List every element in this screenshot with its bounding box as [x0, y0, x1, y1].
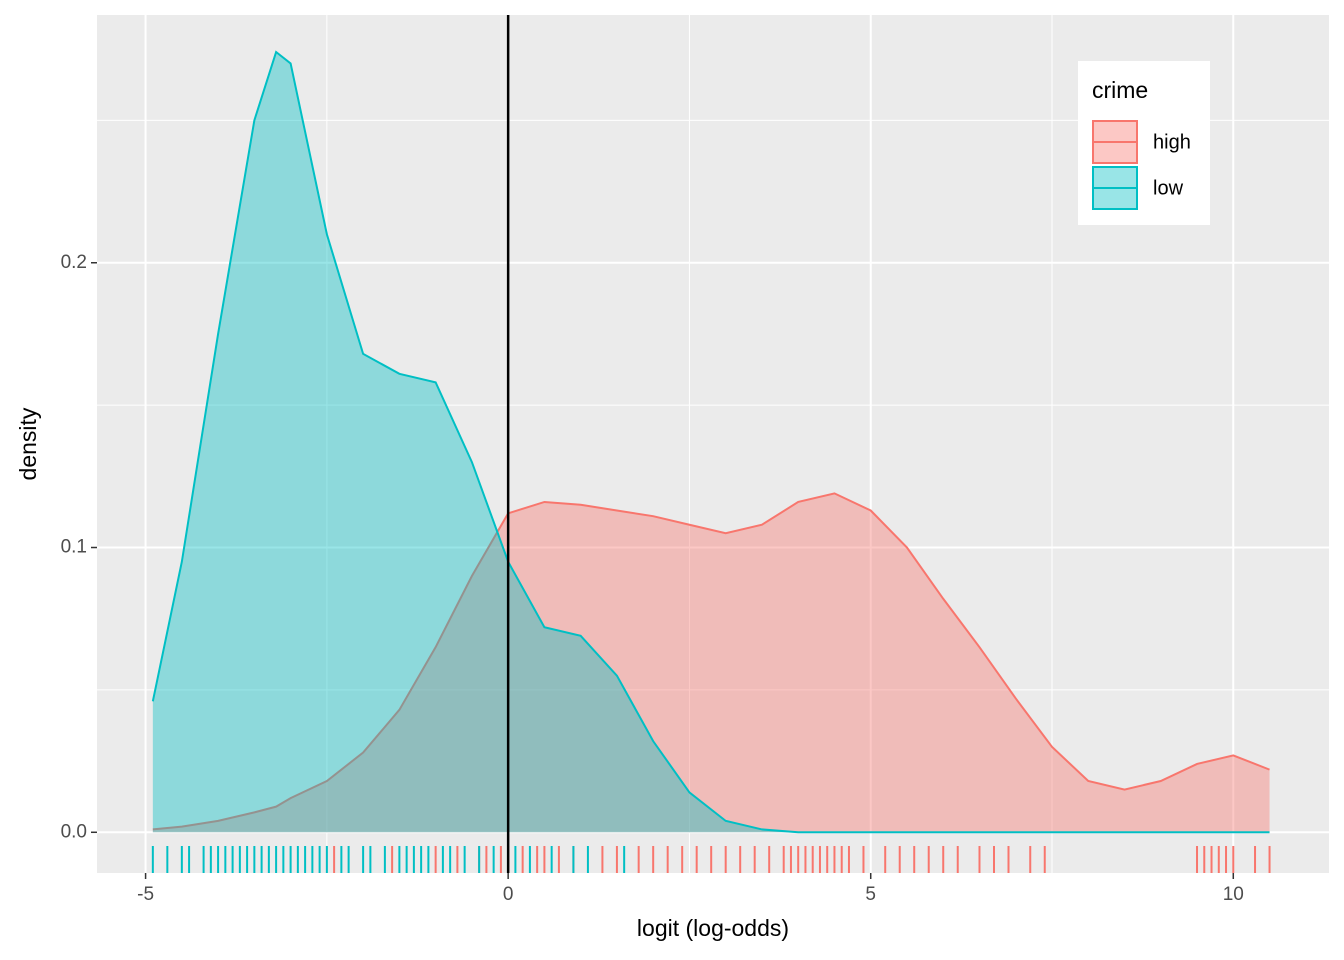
legend-label: high: [1153, 131, 1191, 153]
x-axis-title: logit (log-odds): [637, 915, 789, 941]
marks: [151, 15, 1271, 873]
density-area: [152, 493, 1270, 833]
legend-title: crime: [1092, 77, 1148, 103]
y-tick-label: 0.2: [61, 252, 87, 273]
y-axis-title: density: [15, 407, 41, 480]
y-tick-label: 0.0: [61, 821, 87, 842]
legend-label: low: [1153, 177, 1184, 199]
y-tick-label: 0.1: [61, 537, 87, 558]
x-tick-label: -5: [137, 884, 154, 905]
density-line: [152, 492, 1270, 831]
x-tick-label: 5: [865, 884, 876, 905]
legend: crime high low: [1078, 61, 1210, 225]
density-line: [151, 50, 1270, 834]
density-area: [152, 52, 1270, 833]
x-tick-label: 0: [503, 884, 514, 905]
x-tick-label: 10: [1223, 884, 1244, 905]
